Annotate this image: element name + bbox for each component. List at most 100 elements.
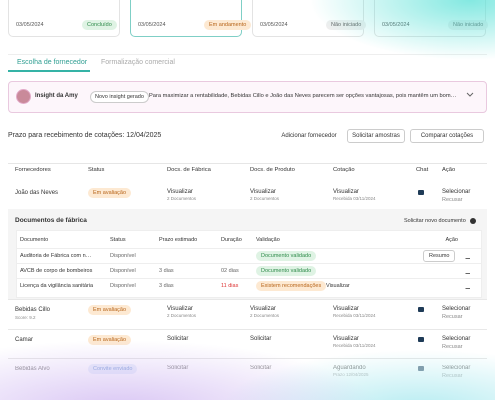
- cell-action[interactable]: Visualizar: [167, 189, 193, 195]
- cell-sub: 2 Documentos: [250, 313, 280, 318]
- step-date: 03/05/2024: [382, 22, 410, 28]
- supplier-name[interactable]: Camar: [15, 337, 34, 343]
- doc-header: Prazo estimado: [159, 237, 198, 243]
- cell-sub: Recebida 03/11/2024: [333, 313, 376, 318]
- cell-action[interactable]: Visualizar: [250, 189, 276, 195]
- doc-duration: 02 dias: [221, 268, 239, 274]
- cell-sub: Recebida 03/11/2024: [333, 196, 376, 201]
- cell-action[interactable]: Visualizar: [333, 336, 359, 342]
- step-date: 03/05/2024: [138, 22, 166, 28]
- view-link[interactable]: Visualizar: [326, 283, 350, 289]
- step-card[interactable]: [252, 0, 364, 37]
- column-header: Ação: [442, 167, 456, 173]
- doc-estimate: 3 dias: [159, 283, 174, 289]
- cell-sub: 2 Documentos: [167, 313, 197, 318]
- cell-sub: 2 Documentos: [167, 196, 197, 201]
- cell-action[interactable]: Solicitar: [250, 336, 272, 342]
- column-header: Docs. de Produto: [250, 167, 295, 173]
- chat-icon[interactable]: [418, 337, 424, 342]
- chat-icon[interactable]: [418, 366, 424, 371]
- reject[interactable]: Recusar: [442, 314, 463, 320]
- insight-text: Para maximizar a rentabilidade, Bebidas …: [149, 93, 457, 99]
- cell-action[interactable]: Visualizar: [250, 306, 276, 312]
- button[interactable]: Adicionar fornecedor: [278, 129, 340, 143]
- cell-action[interactable]: Solicitar: [250, 365, 272, 371]
- badge: Convite enviado: [88, 364, 138, 374]
- step-date: 03/05/2024: [260, 22, 288, 28]
- badge: Documento validado: [256, 266, 317, 276]
- column-header: Status: [88, 167, 105, 173]
- tab[interactable]: Formalização comercial: [101, 59, 175, 66]
- reject[interactable]: Recusar: [442, 373, 463, 379]
- cell-action[interactable]: Visualizar: [333, 189, 359, 195]
- supplier-name[interactable]: Bebidas Cillo: [15, 307, 51, 313]
- cell-action[interactable]: Visualizar: [333, 306, 359, 312]
- step-card[interactable]: [8, 0, 120, 37]
- insight-title: Insight da Amy: [35, 93, 78, 99]
- supplier-name[interactable]: João das Neves: [15, 190, 59, 196]
- doc-status: Disponível: [110, 253, 136, 259]
- doc-header: Documento: [20, 237, 49, 243]
- doc-header: Status: [110, 237, 126, 243]
- download-icon[interactable]: [465, 253, 470, 259]
- doc-name: AVCB de corpo de bombeiros: [20, 268, 93, 274]
- row-divider: [8, 358, 487, 359]
- badge: Concluído: [82, 20, 117, 30]
- badge: Em avaliação: [88, 335, 132, 345]
- reject[interactable]: Recusar: [442, 197, 463, 203]
- select[interactable]: Selecionar: [442, 306, 471, 312]
- supplier-score: Score: 9.2: [15, 315, 36, 320]
- cell-action[interactable]: Solicitar: [167, 365, 189, 371]
- step-date: 03/05/2024: [16, 22, 44, 28]
- cell-sub: Prazo 12/04/2025: [333, 372, 369, 377]
- step-card[interactable]: [374, 0, 486, 37]
- tab-divider: [8, 54, 487, 55]
- row-divider: [8, 329, 487, 330]
- doc-status: Disponível: [110, 268, 136, 274]
- button[interactable]: Solicitar amostras: [347, 129, 405, 143]
- badge: Documento validado: [256, 251, 317, 261]
- chat-icon[interactable]: [418, 190, 424, 195]
- download-icon[interactable]: [465, 283, 470, 289]
- avatar: [16, 89, 31, 104]
- reject[interactable]: Recusar: [442, 344, 463, 350]
- cell-action[interactable]: Solicitar: [167, 336, 189, 342]
- cell-sub: 2 Documentos: [250, 196, 280, 201]
- panel-title: Documentos de fábrica: [15, 217, 87, 224]
- badge: Existem recomendações: [256, 281, 327, 291]
- tab-indicator: [8, 70, 90, 72]
- select[interactable]: Selecionar: [442, 189, 471, 195]
- row-divider: [17, 248, 481, 249]
- doc-name: Auditoria de Fábrica com n…: [20, 253, 92, 259]
- download-icon[interactable]: [465, 268, 470, 274]
- badge: Em avaliação: [88, 188, 132, 198]
- row-divider: [17, 278, 481, 279]
- button[interactable]: Comparar cotações: [410, 129, 484, 143]
- column-header: Docs. de Fábrica: [167, 167, 211, 173]
- select[interactable]: Selecionar: [442, 365, 471, 371]
- chat-icon[interactable]: [418, 307, 424, 312]
- summary-button[interactable]: Resumo: [423, 250, 456, 262]
- column-header: Chat: [416, 167, 429, 173]
- doc-status: Disponível: [110, 283, 136, 289]
- cell-action[interactable]: Visualizar: [167, 306, 193, 312]
- request-doc[interactable]: Solicitar novo documento: [404, 218, 466, 224]
- column-header: Cotação: [333, 167, 355, 173]
- badge: Em andamento: [204, 20, 252, 30]
- row-divider: [8, 299, 487, 300]
- tab[interactable]: Escolha de fornecedor: [17, 59, 88, 66]
- step-card[interactable]: [130, 0, 242, 37]
- add-icon[interactable]: [470, 218, 476, 224]
- supplier-name[interactable]: Bebidas Alvo: [15, 366, 50, 372]
- select[interactable]: Selecionar: [442, 336, 471, 342]
- deadline: Prazo para recebimento de cotações: 12/0…: [8, 132, 162, 139]
- expand-icon[interactable]: [466, 92, 474, 98]
- badge: Não iniciado: [448, 20, 489, 30]
- row-divider: [17, 263, 481, 264]
- doc-header: Duração: [221, 237, 242, 243]
- doc-header: Ação: [445, 237, 458, 243]
- badge: Em avaliação: [88, 305, 132, 315]
- doc-header: Validação: [256, 237, 280, 243]
- cell-action[interactable]: Aguardando: [333, 365, 366, 371]
